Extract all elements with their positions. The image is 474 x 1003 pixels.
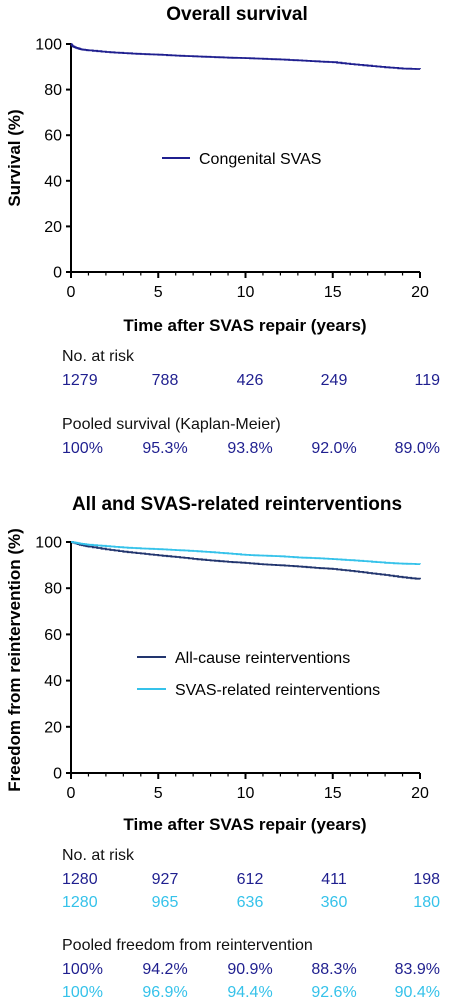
at-risk-row: 1279 788 426 249 119 <box>62 372 440 389</box>
legend-label: Congenital SVAS <box>199 151 321 168</box>
at-risk-value: 1280 <box>62 871 98 888</box>
x-tick-label: 15 <box>324 284 342 301</box>
series-group <box>71 541 421 580</box>
y-tick-label: 40 <box>44 673 62 690</box>
pooled-value: 100% <box>62 440 103 457</box>
y-tick-label: 100 <box>35 37 62 54</box>
y-tick-label: 100 <box>35 535 62 552</box>
legend: Congenital SVAS <box>162 151 321 168</box>
pooled-value: 90.9% <box>227 961 272 978</box>
y-tick-label: 20 <box>44 219 62 236</box>
at-risk-value: 1279 <box>62 372 98 389</box>
pooled-value: 92.0% <box>311 440 356 457</box>
chart-title: Overall survival <box>166 4 308 25</box>
y-tick-label: 20 <box>44 719 62 736</box>
axes: 0 20 40 60 80 100 0 5 10 15 20 <box>35 535 429 803</box>
pooled-value: 94.4% <box>227 984 272 1001</box>
chart-title: All and SVAS-related reinterventions <box>72 494 402 515</box>
axes: 0 20 40 60 80 100 0 5 10 15 20 <box>35 37 429 302</box>
at-risk-value: 119 <box>414 372 440 389</box>
y-tick-label: 80 <box>44 82 62 99</box>
at-risk-value: 411 <box>321 871 347 888</box>
at-risk-heading: No. at risk <box>62 348 135 365</box>
x-tick-label: 15 <box>324 785 342 802</box>
chart-overall-survival: Overall survival Survival (%) Time after… <box>5 4 440 457</box>
pooled-value: 95.3% <box>142 440 187 457</box>
pooled-value: 94.2% <box>142 961 187 978</box>
at-risk-heading: No. at risk <box>62 847 135 864</box>
x-axis-label: Time after SVAS repair (years) <box>123 316 366 335</box>
x-tick-label: 5 <box>154 284 163 301</box>
series-line-1 <box>70 43 421 70</box>
pooled-value: 92.6% <box>311 984 356 1001</box>
pooled-value: 93.8% <box>227 440 272 457</box>
pooled-heading: Pooled freedom from reintervention <box>62 937 313 954</box>
at-risk-value: 360 <box>321 894 348 911</box>
at-risk-value: 788 <box>152 372 179 389</box>
legend-label: All-cause reinterventions <box>175 650 350 667</box>
at-risk-value: 1280 <box>62 894 98 911</box>
at-risk-row-svas: 1280 965 636 360 180 <box>62 894 440 911</box>
x-tick-label: 0 <box>67 284 76 301</box>
y-tick-label: 80 <box>44 581 62 598</box>
pooled-value: 88.3% <box>311 961 356 978</box>
y-tick-label: 60 <box>44 627 62 644</box>
x-tick-label: 10 <box>237 785 255 802</box>
at-risk-value: 249 <box>321 372 348 389</box>
pooled-value: 83.9% <box>395 961 440 978</box>
y-tick-label: 40 <box>44 173 62 190</box>
pooled-value: 90.4% <box>395 984 440 1001</box>
x-tick-label: 5 <box>154 785 163 802</box>
x-tick-label: 20 <box>411 284 429 301</box>
at-risk-value: 612 <box>237 871 264 888</box>
pooled-value: 89.0% <box>395 440 440 457</box>
y-axis-label: Freedom from reintervention (%) <box>5 528 24 792</box>
y-tick-label: 0 <box>53 265 62 282</box>
at-risk-value: 636 <box>237 894 264 911</box>
series-group <box>70 43 421 70</box>
pooled-value: 96.9% <box>142 984 187 1001</box>
x-tick-label: 0 <box>67 785 76 802</box>
pooled-value: 100% <box>62 961 103 978</box>
series-line-2 <box>71 541 421 565</box>
at-risk-value: 180 <box>413 894 440 911</box>
pooled-heading: Pooled survival (Kaplan-Meier) <box>62 416 281 433</box>
x-tick-label: 10 <box>237 284 255 301</box>
x-axis-label: Time after SVAS repair (years) <box>123 815 366 834</box>
legend: All-cause reinterventions SVAS-related r… <box>137 650 380 699</box>
pooled-row-svas: 100% 96.9% 94.4% 92.6% 90.4% <box>62 984 440 1001</box>
pooled-row: 100% 95.3% 93.8% 92.0% 89.0% <box>62 440 440 457</box>
at-risk-value: 965 <box>152 894 179 911</box>
at-risk-value: 198 <box>413 871 440 888</box>
pooled-row-all-cause: 100% 94.2% 90.9% 88.3% 83.9% <box>62 961 440 978</box>
x-tick-label: 20 <box>411 785 429 802</box>
at-risk-value: 426 <box>237 372 264 389</box>
y-axis-label: Survival (%) <box>5 109 24 206</box>
y-tick-label: 60 <box>44 128 62 145</box>
legend-label: SVAS-related reinterventions <box>175 682 380 699</box>
pooled-value: 100% <box>62 984 103 1001</box>
chart-reinterventions: All and SVAS-related reinterventions Fre… <box>5 494 440 1001</box>
series-line-1 <box>71 541 421 580</box>
at-risk-value: 927 <box>152 871 179 888</box>
at-risk-row-all-cause: 1280 927 612 411 198 <box>62 871 440 888</box>
y-tick-label: 0 <box>53 766 62 783</box>
